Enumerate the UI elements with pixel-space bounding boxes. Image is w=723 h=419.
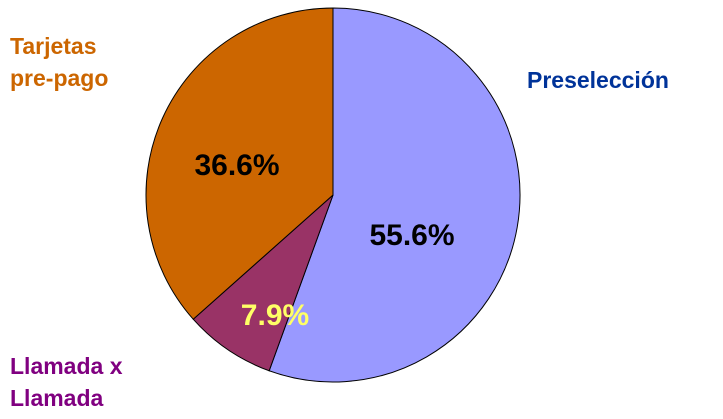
category-label: Tarjetas pre-pago — [10, 33, 109, 91]
category-label: Llamada x Llamada — [10, 353, 123, 411]
pie-slice — [192, 194, 334, 372]
value-label: 36.6% — [194, 149, 279, 182]
pie-slice — [268, 7, 521, 383]
value-label: 7.9% — [241, 299, 309, 332]
category-label: Preselección — [527, 67, 669, 93]
value-label: 55.6% — [369, 219, 454, 252]
pie-slice — [145, 7, 334, 320]
